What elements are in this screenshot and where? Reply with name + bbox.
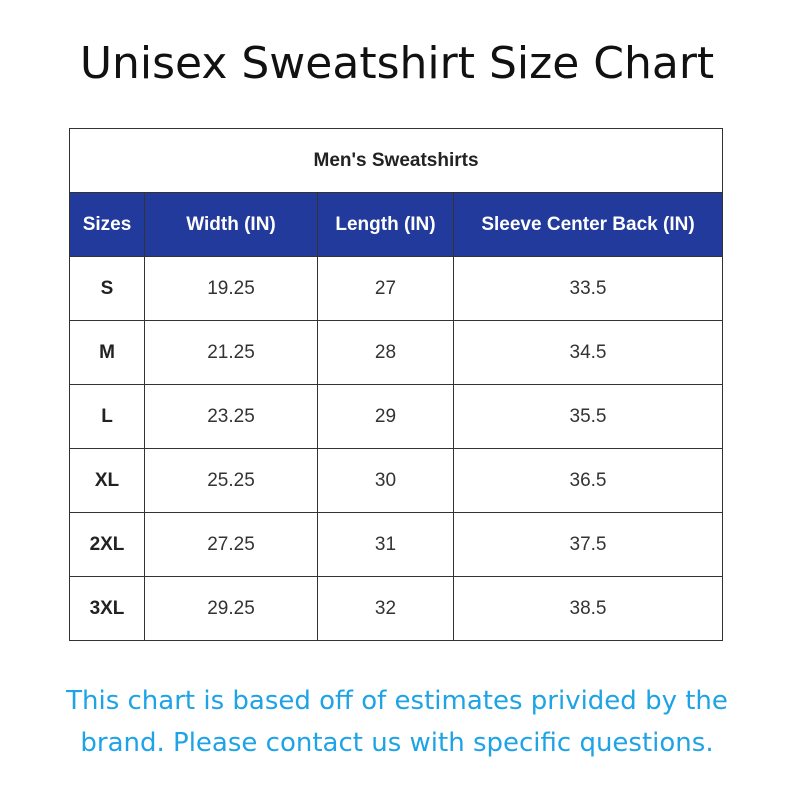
- width-cell: 21.25: [144, 320, 318, 385]
- width-cell: 23.25: [144, 384, 318, 449]
- disclaimer-note: This chart is based off of estimates pri…: [0, 680, 794, 764]
- length-cell: 27: [317, 256, 454, 321]
- size-cell: 3XL: [69, 576, 145, 641]
- length-cell: 31: [317, 512, 454, 577]
- table-row: M 21.25 28 34.5: [69, 320, 724, 385]
- width-cell: 29.25: [144, 576, 318, 641]
- column-header-sizes: Sizes: [69, 192, 145, 257]
- width-cell: 27.25: [144, 512, 318, 577]
- table-row: S 19.25 27 33.5: [69, 256, 724, 321]
- sleeve-cell: 35.5: [452, 384, 724, 449]
- table-row: 2XL 27.25 31 37.5: [69, 512, 724, 577]
- sleeve-cell: 37.5: [452, 512, 724, 577]
- table-row: XL 25.25 30 36.5: [69, 448, 724, 513]
- size-chart-table: Men's Sweatshirts Sizes Width (IN) Lengt…: [68, 128, 724, 641]
- size-cell: S: [69, 256, 145, 321]
- sleeve-cell: 33.5: [452, 256, 724, 321]
- length-cell: 30: [317, 448, 454, 513]
- size-cell: L: [69, 384, 145, 449]
- disclaimer-line-2: brand. Please contact us with specific q…: [80, 728, 714, 758]
- width-cell: 25.25: [144, 448, 318, 513]
- disclaimer-line-1: This chart is based off of estimates pri…: [66, 686, 728, 716]
- table-caption: Men's Sweatshirts: [68, 128, 724, 193]
- size-cell: 2XL: [69, 512, 145, 577]
- sleeve-cell: 34.5: [452, 320, 724, 385]
- length-cell: 28: [317, 320, 454, 385]
- sleeve-cell: 38.5: [452, 576, 724, 641]
- table-row: 3XL 29.25 32 38.5: [69, 576, 724, 641]
- column-header-width: Width (IN): [144, 192, 318, 257]
- size-cell: XL: [69, 448, 145, 513]
- length-cell: 32: [317, 576, 454, 641]
- length-cell: 29: [317, 384, 454, 449]
- column-header-sleeve: Sleeve Center Back (IN): [452, 192, 724, 257]
- width-cell: 19.25: [144, 256, 318, 321]
- page-title: Unisex Sweatshirt Size Chart: [79, 38, 715, 89]
- column-header-length: Length (IN): [317, 192, 454, 257]
- table-header-row: Sizes Width (IN) Length (IN) Sleeve Cent…: [69, 192, 724, 257]
- sleeve-cell: 36.5: [452, 448, 724, 513]
- table-row: L 23.25 29 35.5: [69, 384, 724, 449]
- size-cell: M: [69, 320, 145, 385]
